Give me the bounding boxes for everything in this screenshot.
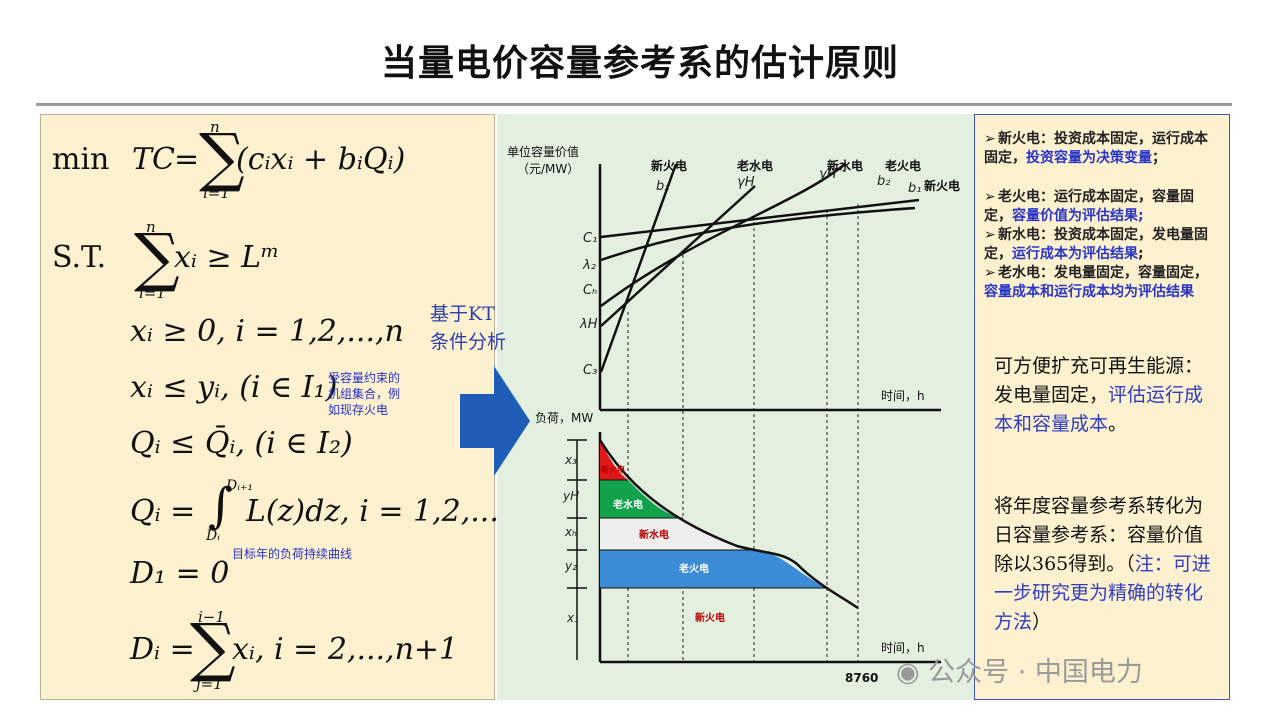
renewable-paragraph: 可方便扩充可再生能源：发电量固定，评估运行成本和容量成本。: [994, 355, 1204, 435]
watermark: ◉ 公众号 · 中国电力: [896, 657, 1143, 688]
band-old-hydro: [600, 480, 683, 518]
band-old-thermal: [600, 550, 827, 588]
cumulative-lower: j=1: [196, 675, 223, 693]
cumulative-upper: i−1: [198, 608, 225, 626]
svg-text:新火电: 新火电: [695, 611, 725, 624]
top-ylabel-1: 单位容量价值: [507, 144, 579, 159]
svg-text:x₃: x₃: [564, 453, 577, 467]
constraint-d1: D₁ = 0: [130, 556, 230, 591]
right-arrow-icon: [460, 366, 530, 476]
subject-to: S.T.: [52, 240, 107, 275]
bottom-ylabel: 负荷，MW: [535, 411, 593, 425]
objective-sum-lower: i=1: [203, 184, 230, 202]
svg-text:γH: γH: [819, 167, 837, 182]
kt-label: 基于KT 条件分析: [430, 303, 507, 353]
bullet-new-hydro: ➢ 新水电：投资成本固定，发电量固定，运行成本为评估结果;: [984, 227, 1208, 262]
svg-text:y₂: y₂: [564, 559, 577, 573]
c1-sum-lower: i=1: [139, 284, 166, 302]
integral-lower: Dᵢ: [206, 528, 221, 544]
x-end-label: 8760: [845, 671, 878, 685]
svg-text:老火电: 老火电: [678, 562, 709, 575]
objective-tc: TC: [132, 142, 175, 177]
tick-ch: Cₕ: [583, 283, 597, 298]
label-old-hydro: 老水电: [737, 158, 773, 173]
tick-c1: C₁: [583, 231, 597, 246]
bullet-old-thermal: ➢ 老火电：运行成本固定，容量固定，容量价值为评估结果;: [984, 189, 1194, 224]
svg-text:b₂: b₂: [877, 174, 890, 189]
tick-c3: C₃: [583, 363, 597, 378]
objective-sum-upper: n: [210, 118, 220, 136]
sum-sign: ∑: [134, 221, 180, 295]
band-new-thermal-top: [600, 440, 628, 480]
sum-sign: ∑: [199, 121, 245, 195]
objective-min: min: [52, 142, 110, 177]
model-panel: [40, 114, 495, 700]
svg-text:yH: yH: [562, 489, 579, 503]
svg-text:新水电: 新水电: [639, 528, 669, 541]
label-new-thermal: 新火电: [651, 158, 687, 173]
constraint-capacity: xᵢ ≤ yᵢ, (i ∈ I₁): [130, 370, 338, 405]
cumulative-lhs: Dᵢ =: [130, 632, 195, 667]
label-new-hydro: 新水电: [827, 158, 863, 173]
bullet-new-thermal: ➢ 新火电：投资成本固定，运行成本固定，投资容量为决策变量；: [984, 131, 1208, 166]
constraint-nonneg: xᵢ ≥ 0, i = 1,2,...,n: [130, 314, 404, 349]
value-and-load-charts: 单位容量价值 （元/MW） 时间，h 新火电 老水电 新水电 老火电 新火电 b…: [507, 144, 960, 685]
cumulative-body: xᵢ, i = 2,...,n+1: [232, 632, 459, 667]
objective-body: (cᵢxᵢ + bᵢQᵢ): [236, 142, 406, 177]
svg-text:b₁: b₁: [908, 181, 921, 196]
top-xlabel: 时间，h: [881, 389, 925, 403]
svg-text:x₁: x₁: [566, 611, 579, 625]
title-divider: [36, 103, 1232, 106]
top-ylabel-2: （元/MW）: [517, 162, 579, 176]
sum-sign: ∑: [190, 611, 236, 685]
constraint-energy: Qᵢ ≤ Q̄ᵢ, (i ∈ I₂): [130, 426, 353, 461]
notes-panel: [974, 114, 1230, 700]
tick-lambdaH: λH: [579, 317, 598, 332]
integral-upper: Dᵢ₊₁: [226, 478, 254, 494]
bullet-old-hydro: ➢ 老水电：发电量固定，容量固定，容量成本和运行成本均为评估结果: [984, 265, 1208, 300]
c1-sum-upper: n: [146, 218, 156, 236]
conversion-paragraph: 将年度容量参考系转化为日容量参考系：容量价值除以365得到。（注：可进一步研究更…: [994, 495, 1211, 633]
svg-text:γH: γH: [737, 175, 755, 190]
integral-lhs: Qᵢ =: [130, 494, 196, 529]
svg-text:老水电: 老水电: [612, 498, 643, 511]
tick-lambda2: λ₂: [582, 258, 596, 273]
svg-text:新火电: 新火电: [601, 464, 625, 474]
constraint-demand: xᵢ ≥ Lᵐ: [174, 240, 280, 275]
capacity-note: 受容量约束的 机组集合，例 如现存火电: [328, 371, 401, 417]
load-curve-note: 目标年的负荷持续曲线: [232, 547, 353, 561]
page-title: 当量电价容量参考系的估计原则: [380, 43, 899, 84]
integral-sign: ∫: [208, 478, 234, 534]
label-new-thermal-right: 新火电: [924, 178, 960, 193]
bottom-xlabel: 时间，h: [881, 641, 925, 655]
svg-text:xₕ: xₕ: [564, 525, 577, 539]
band-new-hydro: [600, 518, 754, 550]
label-old-thermal: 老火电: [885, 158, 921, 173]
svg-text:b₂: b₂: [656, 179, 669, 194]
integral-body: L(z)dz, i = 1,2,...,n: [246, 494, 528, 529]
wechat-icon: ◉: [896, 657, 920, 688]
